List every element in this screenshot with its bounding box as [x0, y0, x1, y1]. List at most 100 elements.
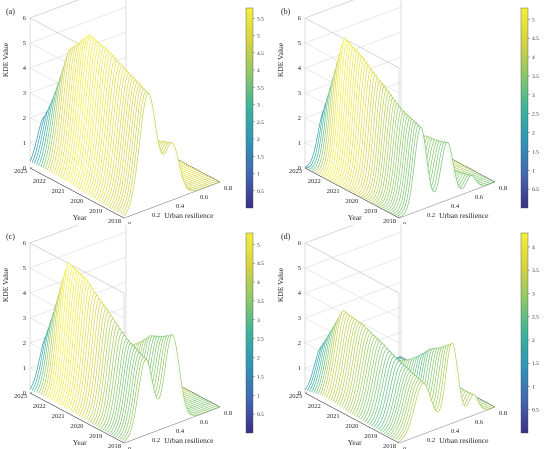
colorbar-tick-label: 1.5: [257, 374, 264, 380]
axis-labels: 0 1 2 3 4 5 6 0 0.2 0.4 0.6 0.8 2018 2019 2020 2021 2022…: [276, 7, 507, 224]
surface-fill-strip: [399, 342, 495, 443]
colorbar-tick-label: 3.5: [257, 85, 264, 91]
colorbar-gradient: [520, 232, 529, 434]
z-axis-title: KDE Value: [276, 267, 285, 302]
surface-ridgeline: [115, 335, 212, 438]
colorbar-gradient: [245, 7, 254, 209]
x-tick-label: 0.6: [475, 419, 484, 426]
z-tick-label: 3: [298, 315, 301, 322]
surface-ridgeline: [398, 126, 496, 218]
colorbar-tick-label: 2: [532, 338, 535, 344]
z-tick-label: 1: [298, 365, 301, 372]
z-tick-label: 1: [298, 140, 301, 147]
colorbar-tick-label: 2: [257, 137, 260, 143]
kde-surface-panel-4: 0 1 2 3 4 5 6 0 0.2 0.4 0.6 0.8 2018 2019 2020 2021 2022…: [276, 225, 539, 449]
colorbar-gradient: [245, 232, 254, 434]
kde-surface: [304, 310, 496, 443]
colorbar-tick-label: 0.5: [532, 187, 539, 193]
x-tick-label: 0.6: [200, 419, 209, 426]
year-tick-label: 2018: [383, 443, 396, 449]
panel-label: (d): [281, 232, 291, 241]
year-tick-label: 2020: [70, 198, 83, 205]
colorbar-tick-label: 4: [257, 68, 260, 74]
year-tick-label: 2019: [364, 433, 377, 440]
panel-label: (b): [281, 7, 291, 16]
colorbar-tick-label: 1: [532, 168, 535, 174]
colorbar-tick-label: 2.5: [257, 337, 264, 343]
x-tick-label: 0.2: [427, 437, 435, 444]
colorbar-tick-label: 1.5: [532, 149, 539, 155]
year-tick-label: 2018: [108, 218, 121, 224]
colorbar-tick-label: 5.5: [257, 16, 264, 22]
colorbar-tick-label: 3: [532, 93, 535, 99]
x-axis-title: Urban resilience: [439, 436, 489, 445]
z-tick-label: 6: [23, 240, 27, 247]
surface-ridgeline: [110, 79, 208, 209]
year-tick-label: 2022: [308, 178, 321, 185]
z-tick-label: 2: [298, 340, 301, 347]
year-tick-label: 2021: [327, 188, 340, 195]
z-tick-label: 5: [23, 40, 26, 47]
colorbar-tick-label: 4.5: [532, 36, 539, 42]
colorbar-tick-label: 0.5: [257, 412, 264, 418]
surface-ridgeline: [119, 334, 216, 440]
colorbar-tick-label: 2.5: [532, 112, 539, 118]
x-tick-label: 0.4: [176, 428, 185, 435]
x-tick-label: 0.6: [475, 194, 484, 201]
kde-surface-panel-1: 0 1 2 3 4 5 6 0 0.2 0.4 0.6 0.8 2018 2019 2020 2021 2022…: [1, 0, 264, 224]
x-tick-label: 0: [128, 446, 131, 449]
x-tick-label: 0.4: [176, 203, 185, 210]
x-axis-title: Urban resilience: [439, 211, 489, 220]
z-tick-label: 2: [23, 115, 26, 122]
z-tick-label: 4: [298, 290, 302, 297]
surface-ridgeline: [121, 334, 219, 441]
colorbar: 0.5 1 1.5 2 2.5 3 3.5 4 4.5 5: [520, 7, 539, 209]
z-tick-label: 3: [23, 315, 26, 322]
axis-labels: 0 1 2 3 4 5 6 0 0.2 0.4 0.6 0.8 2018 2019 2020 2021 2022…: [1, 7, 232, 224]
surface-ridgeline: [113, 81, 210, 211]
z-tick-label: 0: [298, 165, 301, 172]
colorbar-tick-label: 2: [532, 131, 535, 137]
x-axis-title: Urban resilience: [164, 211, 214, 220]
year-tick-label: 2020: [345, 423, 358, 430]
surface-ridgeline: [117, 335, 214, 439]
year-tick-label: 2019: [89, 433, 102, 440]
y-axis-title: Year: [348, 438, 362, 447]
z-tick-label: 1: [23, 140, 26, 147]
surface-ridgeline: [119, 88, 216, 214]
x-tick-label: 0.2: [427, 212, 435, 219]
surface-ridgeline: [123, 333, 221, 442]
colorbar-tick-label: 3: [532, 291, 535, 297]
z-tick-label: 6: [298, 240, 302, 247]
x-axis-title: Urban resilience: [164, 436, 214, 445]
y-axis-title: Year: [348, 213, 362, 222]
colorbar-tick-label: 5: [257, 242, 260, 248]
colorbar-tick-label: 3: [257, 318, 260, 324]
z-tick-label: 4: [298, 65, 302, 72]
surface-fill-strip: [124, 93, 220, 218]
x-tick-label: 0.8: [224, 185, 232, 192]
year-tick-label: 2018: [383, 218, 396, 224]
z-tick-label: 0: [23, 390, 26, 397]
year-tick-label: 2022: [33, 178, 46, 185]
z-tick-label: 4: [23, 290, 27, 297]
surface-ridgeline: [121, 90, 219, 215]
z-axis-title: KDE Value: [1, 42, 10, 77]
z-tick-label: 6: [298, 15, 302, 22]
z-tick-label: 0: [23, 165, 26, 172]
colorbar-tick-label: 2: [257, 356, 260, 362]
year-tick-label: 2020: [70, 423, 83, 430]
colorbar-tick-label: 3.5: [257, 299, 264, 305]
surface-ridgeline: [398, 342, 496, 442]
year-tick-label: 2020: [345, 198, 358, 205]
colorbar-tick-label: 2.5: [257, 120, 264, 126]
colorbar-tick-label: 1: [257, 393, 260, 399]
z-tick-label: 4: [23, 65, 27, 72]
x-tick-label: 0: [403, 221, 406, 224]
colorbar-tick-label: 1.5: [532, 361, 539, 367]
z-tick-label: 5: [23, 265, 26, 272]
surface-ridgeline: [117, 86, 214, 213]
year-tick-label: 2021: [327, 413, 340, 420]
z-tick-label: 1: [23, 365, 26, 372]
z-tick-label: 5: [298, 40, 301, 47]
